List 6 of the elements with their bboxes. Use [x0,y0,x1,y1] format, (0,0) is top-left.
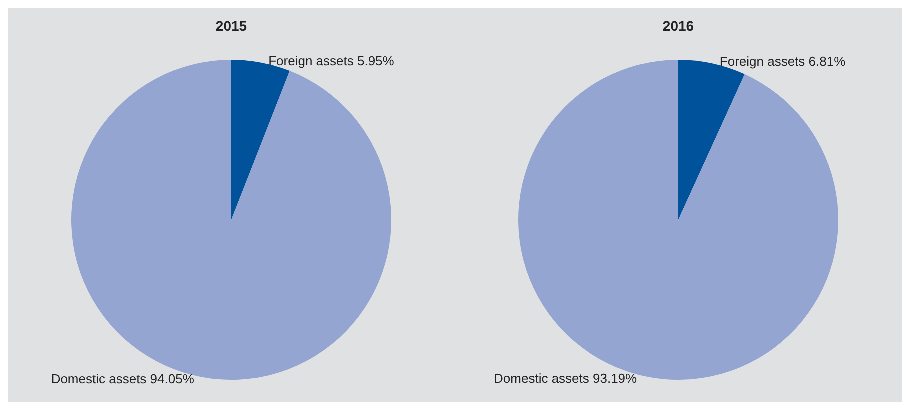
chart-title: 2015 [216,18,248,34]
slice-label: Foreign assets 5.95% [268,53,395,68]
slice-label: Domestic assets 93.19% [494,370,638,386]
slice-label: Domestic assets 94.05% [51,372,195,387]
slice-label: Foreign assets 6.81% [720,54,846,70]
chart-title: 2016 [662,18,694,34]
